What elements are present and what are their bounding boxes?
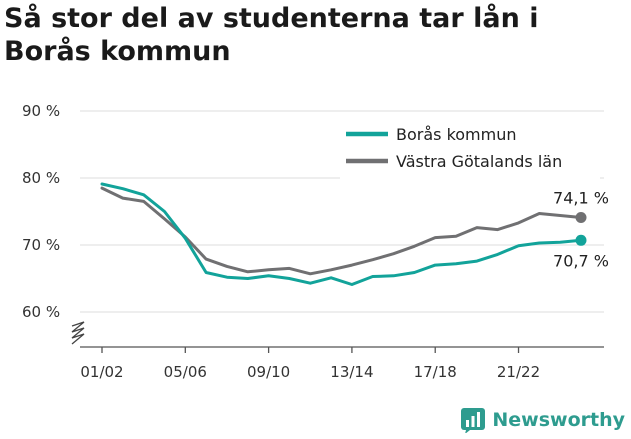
y-axis: 60 % 70 % 80 % 90 %	[22, 102, 60, 321]
newsworthy-logo: Newsworthy	[460, 407, 625, 433]
series-end-point-1	[575, 212, 587, 224]
series-end-point-0	[575, 234, 587, 246]
legend: Borås kommun Västra Götalands län	[340, 118, 600, 182]
y-tick-label-70: 70 %	[22, 236, 60, 254]
series-layer	[100, 182, 587, 286]
brand-name: Newsworthy	[492, 409, 625, 431]
x-tick-label-4: 17/18	[414, 363, 457, 381]
y-tick-label-80: 80 %	[22, 169, 60, 187]
series-line-1	[100, 186, 583, 276]
bar-chart-icon	[461, 408, 486, 433]
axis-break-icon	[71, 321, 85, 345]
legend-background	[340, 118, 600, 182]
x-axis: 01/02 05/06 09/10 13/14 17/18 21/22	[71, 321, 604, 381]
y-tick-label-60: 60 %	[22, 303, 60, 321]
y-tick-label-90: 90 %	[22, 102, 60, 120]
x-tick-label-5: 21/22	[497, 363, 540, 381]
end-labels: 74,1 % 70,7 %	[553, 189, 609, 271]
chart-title: Så stor del av studenterna tar lån i Bor…	[4, 3, 539, 67]
series-end-label-1: 74,1 %	[553, 189, 609, 208]
x-tick-label-0: 01/02	[80, 363, 123, 381]
series-end-label-0: 70,7 %	[553, 251, 609, 270]
legend-label-vastra-gotaland: Västra Götalands län	[396, 152, 562, 171]
x-tick-label-2: 09/10	[247, 363, 290, 381]
series-line-0	[100, 182, 583, 286]
x-tick-label-1: 05/06	[164, 363, 207, 381]
x-tick-label-3: 13/14	[330, 363, 373, 381]
legend-label-boras: Borås kommun	[396, 125, 517, 144]
